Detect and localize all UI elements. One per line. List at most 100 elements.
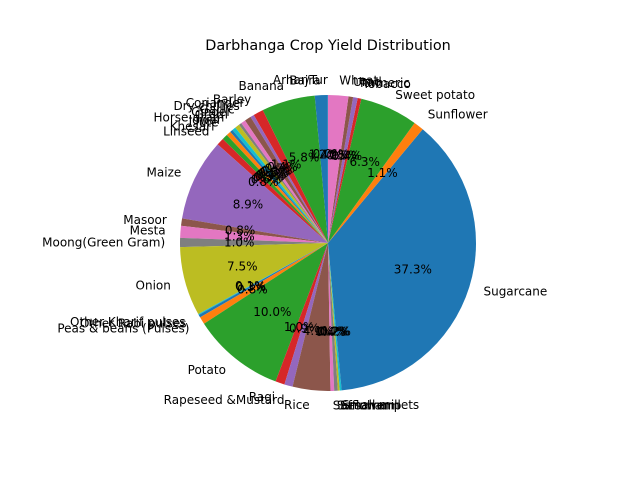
pie-slices bbox=[180, 94, 477, 392]
slice-label-other-rabi-pulses: Other Rabi pulses bbox=[80, 317, 187, 331]
pie-slice-sannhamp bbox=[328, 243, 338, 391]
slice-label-turmeric: Turmeric bbox=[357, 76, 410, 90]
pie-slice-rice bbox=[292, 243, 331, 392]
slice-label-rapeseed-mustard: Rapeseed &Mustard bbox=[164, 393, 285, 407]
slice-percent-tobacco: 0.4% bbox=[332, 149, 363, 163]
slice-percent-potato: 10.0% bbox=[253, 305, 291, 319]
slice-label-horse-gram: Horse-gram bbox=[154, 110, 225, 124]
slice-label-dry-chillies: Dry chillies bbox=[173, 99, 239, 113]
slice-label-sweet-potato: Sweet potato bbox=[395, 88, 475, 102]
slice-percent-urad: 0.5% bbox=[326, 148, 357, 162]
slice-label-wheat: Wheat bbox=[339, 74, 378, 88]
pie-slice-horse-gram bbox=[232, 127, 328, 243]
pie-slice-barley bbox=[253, 110, 328, 244]
slice-percent-sunflower: 1.1% bbox=[367, 166, 398, 180]
slice-percent-other-kharif-pulses: 0.1% bbox=[235, 279, 266, 293]
pie-slice-other-rabi-pulses bbox=[198, 243, 328, 318]
slice-label-barley: Barley bbox=[213, 92, 251, 106]
pie-slice-tobacco bbox=[328, 98, 362, 243]
percentage-labels: 0.0%1.4%5.8%1.1%0.4%0.7%0.5%0.3%0.5%0.4%… bbox=[224, 147, 432, 339]
slice-percent-sannhamp: 0.4% bbox=[318, 325, 349, 339]
pie-slice-ginger bbox=[238, 123, 328, 243]
slice-percent-horse-gram: 0.4% bbox=[256, 168, 287, 182]
slice-label-ragi: Ragi bbox=[249, 390, 275, 404]
slice-percent-ginger: 0.3% bbox=[260, 165, 291, 179]
pie-slice-moong-green-gram bbox=[180, 237, 328, 248]
slice-label-bajra: Bajra bbox=[289, 73, 320, 87]
slice-percent-sugarcane: 37.3% bbox=[394, 262, 432, 276]
slice-percent-dry-chillies: 0.7% bbox=[265, 161, 296, 175]
pie-slice-safflower bbox=[328, 243, 335, 391]
slice-label-small-millets: Small millets bbox=[342, 398, 419, 412]
slice-label-linseed: Linseed bbox=[163, 124, 209, 138]
pie-slice-peas-beans-pulses bbox=[200, 243, 328, 324]
pie-slice-jute bbox=[226, 131, 328, 243]
pie-slice-sweet-potato bbox=[328, 98, 415, 243]
slice-percent-onion: 7.5% bbox=[227, 259, 258, 273]
slice-percent-wheat: 2.2% bbox=[319, 147, 350, 161]
pie-slice-onion bbox=[180, 243, 328, 315]
slice-label-arhar-tur: Arhar/Tur bbox=[273, 73, 328, 87]
slice-label-khesari: Khesari bbox=[170, 119, 215, 133]
pie-slice-potato bbox=[204, 243, 328, 382]
slice-percent-peas-beans-pulses: 0.8% bbox=[237, 283, 268, 297]
pie-slice-coriander bbox=[250, 115, 328, 243]
slice-label-rice: Rice bbox=[284, 398, 310, 412]
slice-label-jowar: Jowar bbox=[188, 113, 222, 127]
pie-slice-ragi bbox=[275, 243, 328, 385]
slice-percent-coriander: 0.4% bbox=[267, 160, 298, 174]
slice-percent-banana: 5.8% bbox=[289, 151, 320, 165]
slice-label-coriander: Coriander bbox=[186, 96, 245, 110]
slice-label-other-kharif-pulses: Other Kharif pulses bbox=[70, 315, 185, 329]
slice-percent-safflower: 0.4% bbox=[315, 325, 346, 339]
slice-percent-khesari: 0.6% bbox=[251, 172, 282, 186]
slice-percent-ragi: 1.0% bbox=[284, 320, 315, 334]
slice-percent-rice: 4.1% bbox=[303, 324, 334, 338]
slice-label-banana: Banana bbox=[239, 79, 285, 93]
slice-label-maize: Maize bbox=[147, 165, 182, 179]
slice-label-safflower: Safflower bbox=[333, 399, 389, 413]
slice-percent-small-millets: 0.2% bbox=[320, 324, 351, 338]
slice-percent-sesamum: 0.2% bbox=[319, 325, 350, 339]
pie-slice-urad bbox=[328, 96, 354, 244]
slice-label-onion: Onion bbox=[136, 279, 171, 293]
pie-slice-banana bbox=[262, 95, 328, 243]
slice-label-potato: Potato bbox=[188, 363, 226, 377]
slice-percent-rapeseed-mustard: 0.9% bbox=[289, 322, 320, 336]
pie-slice-turmeric bbox=[328, 97, 358, 243]
slice-label-sunflower: Sunflower bbox=[428, 107, 488, 121]
pie-slice-masoor bbox=[181, 218, 328, 243]
slice-label-sugarcane: Sugarcane bbox=[483, 284, 547, 298]
slice-percent-masoor: 0.8% bbox=[225, 223, 256, 237]
slice-label-mesta: Mesta bbox=[130, 224, 166, 238]
slice-percent-barley: 1.1% bbox=[271, 158, 302, 172]
slice-label-urad: Urad bbox=[353, 75, 382, 89]
pie-slice-khesari bbox=[222, 135, 328, 243]
pie-slice-sunflower bbox=[328, 122, 423, 243]
slice-percent-jute: 0.5% bbox=[253, 170, 284, 184]
pie-slice-other-kharif-pulses bbox=[198, 243, 328, 315]
slice-percent-sweet-potato: 6.3% bbox=[349, 155, 380, 169]
slice-percent-bajra: 1.4% bbox=[309, 147, 340, 161]
slice-percent-other-rabi-pulses: 0.3% bbox=[236, 280, 267, 294]
pie-slice-linseed bbox=[217, 138, 328, 243]
slice-percent-linseed: 0.8% bbox=[248, 175, 279, 189]
slice-percent-arhar-tur: 0.0% bbox=[313, 147, 344, 161]
pie-slice-dry-chillies bbox=[245, 116, 328, 243]
slice-label-gram: Gram bbox=[195, 108, 228, 122]
slice-percent-mesta: 1.3% bbox=[224, 229, 255, 243]
slice-label-ginger: Ginger bbox=[191, 105, 231, 119]
pie-slice-gram bbox=[235, 124, 328, 243]
slice-percent-gram: 0.5% bbox=[258, 166, 289, 180]
pie-slice-bajra bbox=[314, 95, 328, 243]
pie-slice-garlic bbox=[241, 120, 328, 243]
slice-percent-maize: 8.9% bbox=[233, 198, 264, 212]
chart-title: Darbhanga Crop Yield Distribution bbox=[205, 38, 451, 54]
pie-slice-sugarcane bbox=[328, 129, 477, 391]
pie-slice-jowar bbox=[230, 130, 328, 243]
slice-percent-turmeric: 0.5% bbox=[329, 149, 360, 163]
slice-percent-jowar: 0.3% bbox=[255, 169, 286, 183]
slice-label-jute: Jute bbox=[194, 115, 218, 129]
